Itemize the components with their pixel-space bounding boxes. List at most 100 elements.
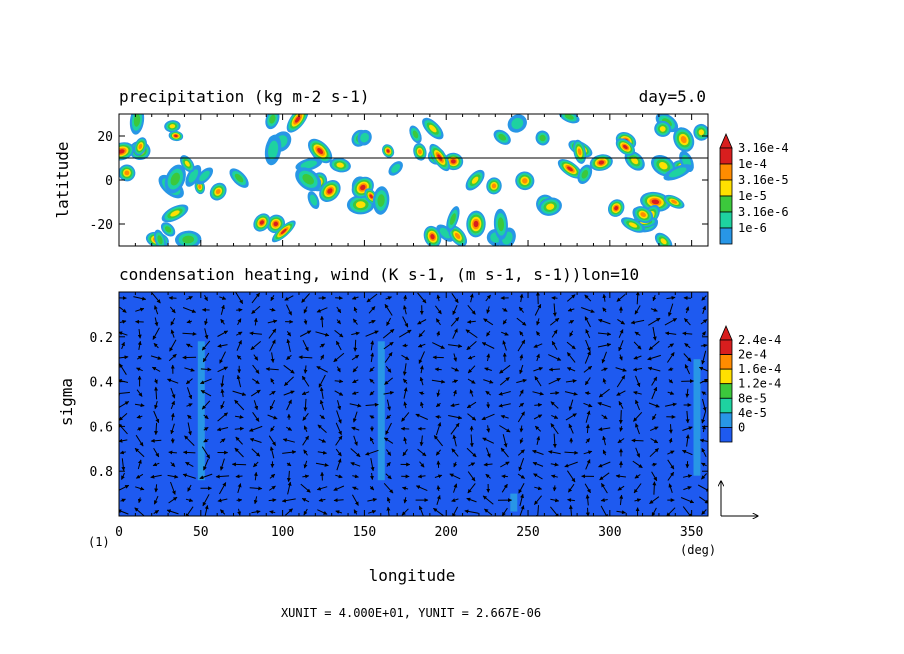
wind-arrow [667, 391, 675, 395]
wind-arrow [618, 354, 623, 361]
wind-arrow [652, 295, 657, 302]
wind-arrow [153, 495, 159, 505]
wind-arrow [284, 376, 294, 386]
wind-arrow [502, 434, 508, 448]
wind-arrow [566, 341, 576, 350]
wind-arrow [565, 379, 577, 383]
wind-arrow [600, 505, 608, 516]
colorbar-label: 1.2e-4 [738, 377, 781, 391]
wind-arrow [701, 295, 707, 301]
wind-arrow [585, 459, 591, 470]
wind-arrow [451, 498, 459, 502]
wind-arrow [385, 422, 392, 435]
precip-blob [154, 229, 166, 246]
wind-arrow [668, 424, 673, 434]
heating-column [377, 341, 385, 481]
wind-arrow [601, 367, 608, 372]
wind-arrow [432, 342, 445, 349]
wind-arrow [170, 423, 175, 435]
wind-arrow [501, 474, 508, 479]
wind-arrow [319, 387, 324, 399]
wind-arrow [403, 294, 408, 301]
wind-arrow [684, 318, 691, 326]
wind-arrow [419, 435, 424, 447]
wind-arrow [649, 426, 659, 432]
precipitation-colorbar: 3.16e-4 1e-4 3.16e-5 1e-5 3.16e-6 1e-6 [719, 132, 789, 245]
wind-arrow [170, 400, 175, 410]
wind-arrow [316, 486, 328, 491]
wind-arrow [317, 450, 327, 455]
wind-arrow [484, 367, 492, 372]
wind-arrow [353, 339, 358, 352]
wind-arrow [201, 400, 211, 410]
precip-blob [168, 130, 184, 142]
wind-arrow [647, 366, 661, 372]
wind-arrow [534, 486, 543, 491]
wind-arrow [435, 402, 441, 408]
wind-arrow [602, 307, 607, 313]
wind-arrow [652, 326, 657, 341]
wind-arrow [367, 497, 377, 502]
wind-arrow [267, 319, 278, 324]
wind-arrow [402, 316, 409, 328]
wind-arrow [119, 423, 128, 435]
bottom-x-tick-label: 250 [516, 525, 539, 540]
wind-arrow [568, 399, 574, 411]
wind-arrow [220, 401, 225, 410]
bottom-y-tick-label: 0.6 [90, 420, 113, 435]
wind-arrow [199, 473, 213, 480]
wind-arrow [434, 305, 442, 315]
wind-arrow [169, 339, 177, 352]
wind-arrow [352, 318, 358, 325]
wind-arrow [253, 461, 259, 468]
wind-arrow [315, 331, 330, 337]
wind-arrow [584, 391, 591, 396]
wind-arrow [519, 354, 524, 361]
wind-arrow [370, 458, 375, 472]
wind-arrow [236, 498, 243, 503]
wind-arrow [134, 447, 145, 458]
precip-blob [372, 186, 390, 215]
wind-arrow [170, 461, 176, 467]
heating-colorbar: 2.4e-42e-41.6e-41.2e-48e-54e-50 [719, 324, 781, 443]
wind-arrow [182, 473, 196, 479]
wind-arrow [265, 367, 279, 372]
precip-blob [185, 165, 202, 187]
wind-arrow [303, 449, 308, 456]
wind-arrow [617, 485, 625, 491]
wind-arrow [153, 410, 160, 424]
wind-arrow [269, 339, 276, 352]
wind-arrow [417, 474, 426, 479]
wind-arrow [170, 387, 176, 399]
wind-arrow [134, 507, 145, 516]
wind-arrow [218, 482, 227, 495]
wind-arrow [385, 449, 392, 456]
wind-arrow [633, 411, 643, 422]
wind-arrow [450, 422, 460, 435]
heating-column [197, 341, 205, 481]
wind-arrow [533, 414, 543, 420]
wind-arrow [467, 355, 476, 360]
wind-arrow [482, 437, 495, 444]
wind-arrow [386, 414, 392, 420]
wind-arrow [498, 391, 511, 396]
wind-arrow [536, 353, 540, 362]
wind-arrow [253, 400, 259, 411]
wind-arrow [383, 482, 394, 494]
wind-arrow [518, 483, 525, 494]
wind-arrow [201, 446, 211, 459]
wind-arrow [564, 391, 578, 396]
wind-arrow [334, 390, 344, 396]
wind-arrow [204, 328, 209, 340]
wind-arrow [584, 316, 591, 328]
wind-arrow [119, 331, 128, 336]
precip-blob [423, 225, 442, 246]
wind-arrow [702, 398, 707, 412]
wind-arrow [315, 462, 329, 467]
wind-arrow [350, 448, 361, 458]
wind-arrow [619, 494, 624, 506]
wind-arrow [137, 329, 142, 339]
wind-arrow [134, 403, 145, 408]
precip-blob [229, 168, 249, 188]
wind-arrow [334, 330, 344, 338]
